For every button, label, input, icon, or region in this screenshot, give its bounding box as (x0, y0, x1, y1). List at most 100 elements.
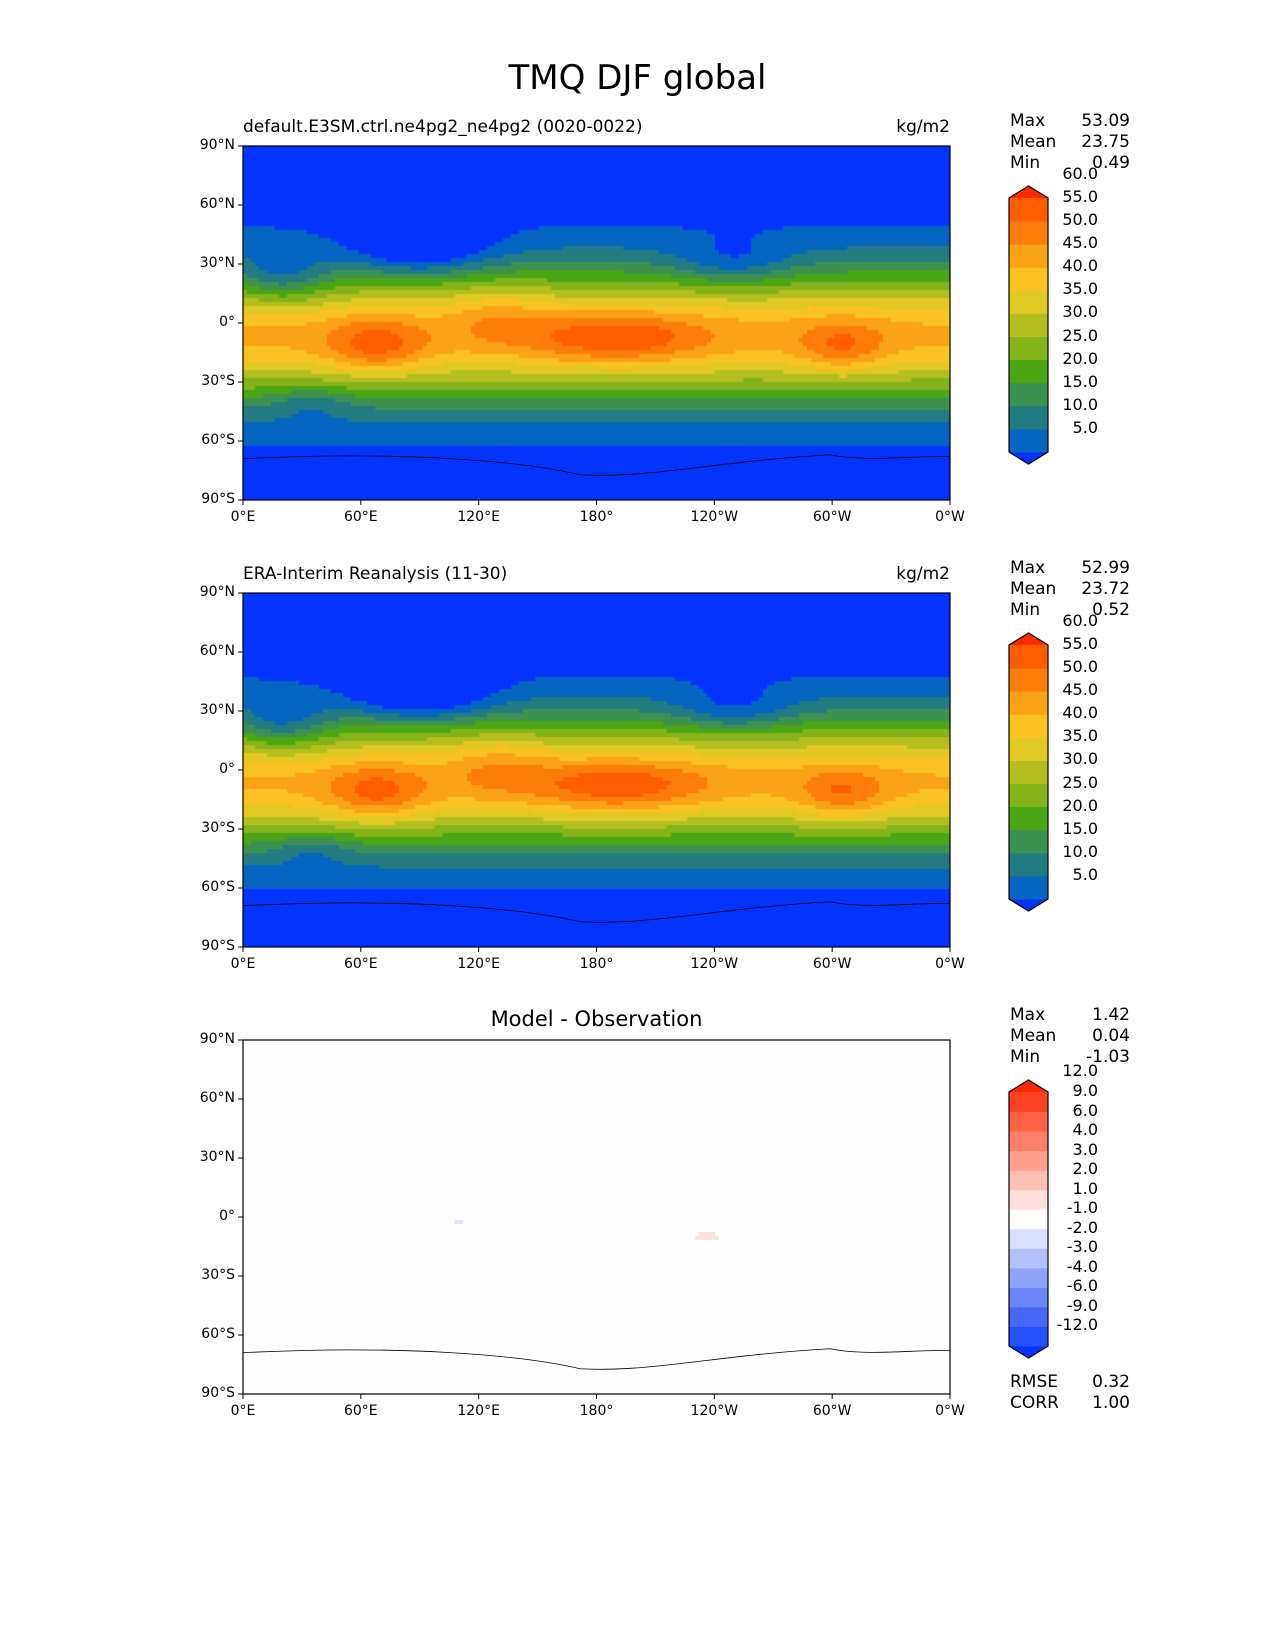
colorbar-bin (1009, 783, 1048, 808)
colorbar-tick-label: 10.0 (1062, 394, 1098, 414)
colorbar-bin (1009, 428, 1048, 453)
colorbar-bin (1009, 1111, 1048, 1132)
colorbar-tick-label: 15.0 (1062, 371, 1098, 391)
colorbar-bin (1009, 760, 1048, 785)
lon-tick-label: 180° (579, 509, 614, 525)
lat-tick-label: 60°N (199, 196, 235, 212)
lat-tick-label: 0° (219, 1208, 235, 1224)
stat-value: 0.49 (1092, 153, 1130, 173)
stat-value: 23.75 (1081, 132, 1130, 152)
colorbar-extend-min (1009, 452, 1048, 464)
colorbar-extend-max (1009, 633, 1048, 645)
lon-tick-label: 120°W (690, 1403, 739, 1419)
colorbar-tick-label: -1.0 (1066, 1198, 1098, 1218)
lat-tick-label: 30°N (199, 255, 235, 271)
colorbar-tick-label: -3.0 (1066, 1237, 1098, 1257)
lat-tick-label: 90°S (201, 938, 235, 954)
colorbar-bin (1009, 290, 1048, 314)
stat-value: -1.03 (1086, 1047, 1130, 1067)
colorbar-tick-label: -9.0 (1066, 1295, 1098, 1315)
colorbar-bin (1009, 645, 1048, 669)
stat-value: 23.72 (1081, 579, 1130, 599)
colorbar-tick-label: 20.0 (1062, 348, 1098, 368)
colorbar-bin (1009, 714, 1048, 738)
lat-tick-label: 60°S (201, 1326, 235, 1342)
stat-value: 53.09 (1081, 111, 1130, 131)
colorbar-tick-label: 15.0 (1062, 818, 1098, 838)
figure-title: TMQ DJF global (508, 58, 767, 98)
colorbar-tick-label: 20.0 (1062, 795, 1098, 815)
colorbar-bin (1009, 313, 1048, 338)
colorbar-bin (1009, 1248, 1048, 1269)
colorbar-tick-label: 25.0 (1062, 325, 1098, 345)
colorbar-bin (1009, 737, 1048, 761)
stat-value: 0.52 (1092, 600, 1130, 620)
colorbar-bin (1009, 1131, 1048, 1152)
colorbar-tick-label: 5.0 (1072, 864, 1098, 884)
colorbar-outline (1008, 1079, 1049, 1359)
colorbar-outline (1008, 185, 1049, 465)
stat-label: CORR (1010, 1393, 1059, 1413)
lat-tick-label: 90°N (199, 1031, 235, 1047)
colorbar-bin (1009, 875, 1048, 900)
colorbar-tick-label: -2.0 (1066, 1217, 1098, 1237)
colorbar-bin (1009, 382, 1048, 407)
lat-tick-label: 60°N (199, 643, 235, 659)
colorbar-bin (1009, 1306, 1048, 1327)
lat-tick-label: 30°N (199, 1149, 235, 1165)
colorbar-tick-label: -4.0 (1066, 1256, 1098, 1276)
colorbar-tick-label: 35.0 (1062, 279, 1098, 299)
lat-tick-label: 30°N (199, 702, 235, 718)
lat-tick-label: 0° (219, 314, 235, 330)
lat-tick-label: 90°N (199, 137, 235, 153)
lon-tick-label: 60°E (343, 1403, 378, 1419)
colorbar-bin (1009, 691, 1048, 715)
colorbar-bin (1009, 668, 1048, 692)
colorbar-tick-label: 60.0 (1062, 610, 1098, 630)
colorbar-tick-label: 30.0 (1062, 302, 1098, 322)
lat-tick-label: 30°S (201, 820, 235, 836)
colorbar-bin (1009, 221, 1048, 245)
colorbar-tick-label: 2.0 (1072, 1159, 1098, 1179)
lat-tick-label: 0° (219, 761, 235, 777)
stat-value: 52.99 (1081, 558, 1130, 578)
colorbar-bin (1009, 1092, 1048, 1113)
lon-tick-label: 60°W (812, 509, 852, 525)
colorbar-tick-label: 6.0 (1072, 1100, 1098, 1120)
colorbar-bin (1009, 198, 1048, 222)
lat-tick-label: 30°S (201, 1267, 235, 1283)
colorbar-tick-label: 3.0 (1072, 1139, 1098, 1159)
colorbar-tick-label: 45.0 (1062, 233, 1098, 253)
stat-label: RMSE (1010, 1372, 1059, 1392)
lon-tick-label: 180° (579, 956, 614, 972)
lat-tick-label: 60°S (201, 879, 235, 895)
stat-value: 0.04 (1092, 1026, 1130, 1046)
lon-tick-label: 120°W (690, 509, 739, 525)
lon-tick-label: 0°W (935, 1403, 965, 1419)
lon-tick-label: 180° (579, 1403, 614, 1419)
colorbar-tick-label: 4.0 (1072, 1120, 1098, 1140)
panel-units: kg/m2 (896, 117, 950, 137)
lat-tick-label: 60°N (199, 1090, 235, 1106)
colorbar-extend-min (1009, 1346, 1048, 1358)
stat-label: Max (1010, 558, 1046, 578)
colorbar-bin (1009, 829, 1048, 854)
colorbar-bin (1009, 359, 1048, 384)
colorbar-bin (1009, 1287, 1048, 1308)
colorbar-tick-label: 25.0 (1062, 772, 1098, 792)
colorbar-tick-label: 5.0 (1072, 417, 1098, 437)
lon-tick-label: 60°W (812, 956, 852, 972)
stat-label: Min (1010, 600, 1041, 620)
lat-tick-label: 90°S (201, 491, 235, 507)
colorbar-tick-label: 45.0 (1062, 680, 1098, 700)
stat-value: 0.32 (1092, 1372, 1130, 1392)
stat-label: Min (1010, 153, 1041, 173)
colorbar-tick-label: 12.0 (1062, 1061, 1098, 1081)
colorbar-tick-label: 50.0 (1062, 657, 1098, 677)
lon-tick-label: 60°E (343, 956, 378, 972)
panel-units: kg/m2 (896, 564, 950, 584)
lon-tick-label: 120°E (457, 509, 500, 525)
